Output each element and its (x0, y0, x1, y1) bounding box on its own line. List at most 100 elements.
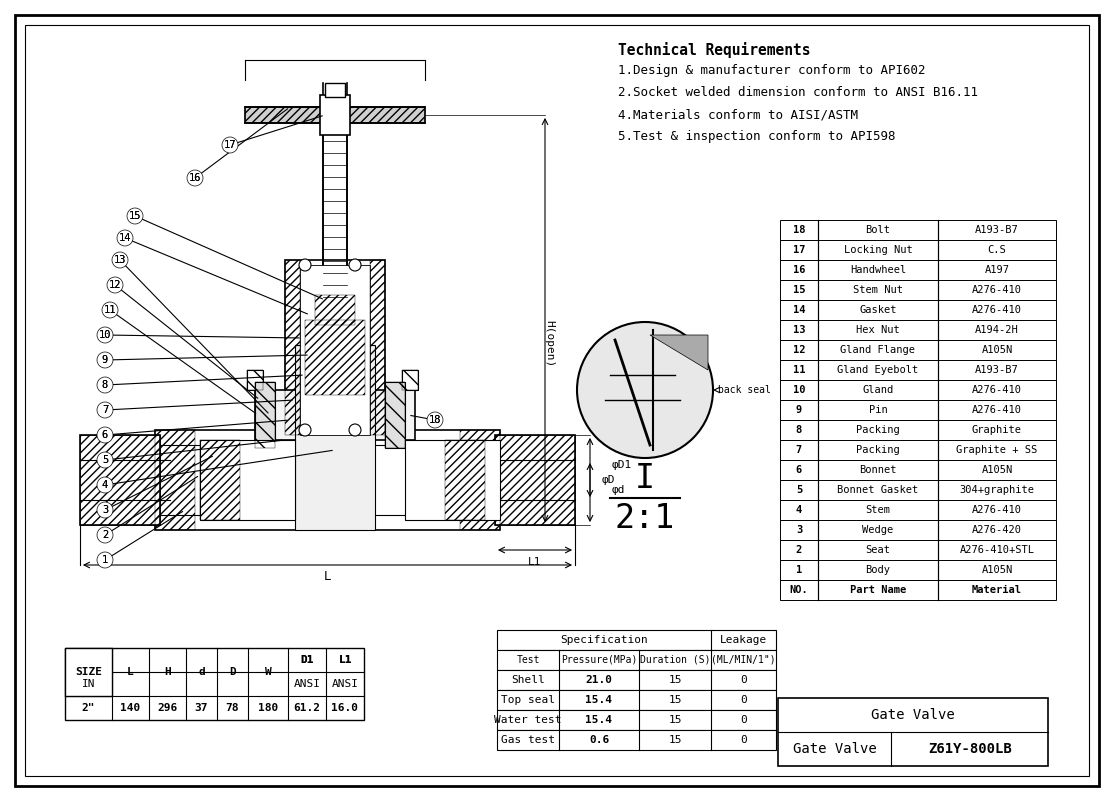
Bar (497, 710, 776, 730)
Bar (444, 440, 485, 520)
Bar (780, 240, 1056, 260)
Text: 180: 180 (257, 703, 278, 713)
Text: Pin: Pin (869, 405, 888, 415)
Text: Locking Nut: Locking Nut (843, 245, 912, 255)
Text: A194-2H: A194-2H (975, 325, 1019, 335)
Text: 15: 15 (668, 695, 682, 705)
Text: Gas test: Gas test (501, 735, 555, 745)
Bar (780, 560, 1056, 580)
Text: 0: 0 (740, 735, 746, 745)
Text: 8: 8 (795, 425, 802, 435)
Text: 16: 16 (188, 173, 202, 183)
Bar (305, 320, 365, 395)
Text: 12: 12 (109, 280, 121, 290)
Circle shape (299, 259, 311, 271)
Bar (497, 650, 776, 670)
Text: A193-B7: A193-B7 (975, 225, 1019, 235)
Bar (385, 382, 405, 448)
Text: 2.Socket welded dimension conform to ANSI B16.11: 2.Socket welded dimension conform to ANS… (618, 86, 978, 99)
Text: φD: φD (602, 475, 616, 485)
Circle shape (113, 252, 128, 268)
Text: 3: 3 (101, 505, 108, 515)
Text: 14: 14 (793, 305, 805, 315)
Circle shape (102, 302, 118, 318)
Circle shape (97, 352, 113, 368)
Text: 7: 7 (795, 445, 802, 455)
Text: Gland Eyebolt: Gland Eyebolt (838, 365, 919, 375)
Text: 5: 5 (795, 485, 802, 495)
Text: 5: 5 (101, 455, 108, 465)
Text: Packing: Packing (857, 445, 900, 455)
Bar (780, 280, 1056, 300)
Text: L: L (127, 667, 134, 677)
Text: 61.2: 61.2 (293, 703, 321, 713)
Bar (780, 500, 1056, 520)
Text: 0: 0 (740, 695, 746, 705)
Bar (65, 648, 364, 720)
Text: 0: 0 (740, 715, 746, 725)
Text: Pressure(MPa): Pressure(MPa) (560, 655, 637, 665)
Bar (255, 382, 275, 448)
Text: (ML/MIN/1"): (ML/MIN/1") (711, 655, 775, 665)
Text: 5: 5 (101, 455, 108, 465)
Circle shape (97, 452, 113, 468)
Bar (285, 260, 300, 435)
Text: A276-410: A276-410 (973, 405, 1022, 415)
Bar (245, 107, 426, 123)
Circle shape (349, 424, 361, 436)
Circle shape (427, 412, 443, 428)
Text: 14: 14 (119, 233, 131, 243)
Text: A276-420: A276-420 (973, 525, 1022, 535)
Text: 5.Test & inspection conform to API598: 5.Test & inspection conform to API598 (618, 130, 896, 143)
Text: Shell: Shell (511, 675, 545, 685)
Text: φD1: φD1 (612, 460, 633, 470)
Text: 0.6: 0.6 (589, 735, 609, 745)
Circle shape (127, 208, 143, 224)
Text: D: D (229, 667, 236, 677)
Text: Duration (S): Duration (S) (639, 655, 711, 665)
Bar (460, 430, 500, 530)
Text: Bonnet Gasket: Bonnet Gasket (838, 485, 919, 495)
Bar (497, 670, 776, 690)
Text: L1: L1 (528, 557, 541, 567)
Text: 15: 15 (129, 211, 141, 221)
Text: H(open): H(open) (544, 320, 554, 367)
Circle shape (97, 427, 113, 443)
Text: 15.4: 15.4 (586, 715, 613, 725)
Text: Stem: Stem (866, 505, 890, 515)
Bar (315, 295, 355, 325)
Bar (320, 95, 350, 135)
Text: Z61Y-800LB: Z61Y-800LB (928, 742, 1012, 756)
Text: 1.Design & manufacturer conform to API602: 1.Design & manufacturer conform to API60… (618, 64, 926, 77)
Circle shape (349, 259, 361, 271)
Text: 17: 17 (224, 140, 236, 150)
Text: Gland: Gland (862, 385, 893, 395)
Text: NO.: NO. (790, 585, 809, 595)
Text: 3: 3 (795, 525, 802, 535)
Bar (497, 690, 776, 710)
Text: Water test: Water test (495, 715, 561, 725)
Bar (780, 360, 1056, 380)
Text: 140: 140 (120, 703, 140, 713)
Text: 16.0: 16.0 (332, 703, 359, 713)
Text: 18: 18 (793, 225, 805, 235)
Text: 2: 2 (795, 545, 802, 555)
Text: 15: 15 (793, 285, 805, 295)
Text: 11: 11 (104, 305, 116, 315)
Text: Gasket: Gasket (859, 305, 897, 315)
Text: 7: 7 (101, 405, 108, 415)
Text: A276-410: A276-410 (973, 505, 1022, 515)
Bar (780, 580, 1056, 600)
Bar (201, 440, 295, 520)
Bar (247, 370, 263, 390)
Text: Gate Valve: Gate Valve (871, 708, 955, 722)
Text: 11: 11 (793, 365, 805, 375)
Text: 13: 13 (793, 325, 805, 335)
Text: Gland Flange: Gland Flange (840, 345, 916, 355)
Text: 4: 4 (101, 480, 108, 490)
Text: d: d (198, 667, 205, 677)
Bar (155, 430, 500, 530)
Text: Wedge: Wedge (862, 525, 893, 535)
Text: Hex Nut: Hex Nut (857, 325, 900, 335)
Text: 18: 18 (429, 415, 441, 425)
